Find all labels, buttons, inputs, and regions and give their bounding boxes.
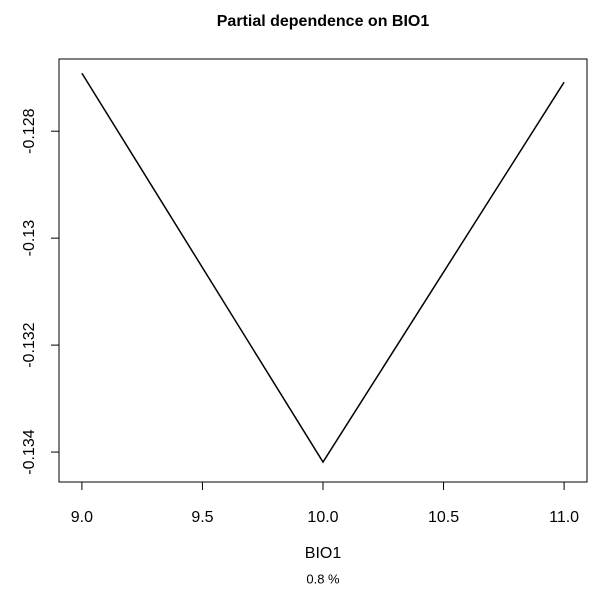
y-tick-label: -0.13	[21, 220, 38, 257]
x-tick-label: 9.0	[71, 509, 93, 526]
x-axis-label: BIO1	[305, 545, 342, 562]
y-tick-label: -0.134	[21, 429, 38, 474]
y-tick-label: -0.128	[21, 108, 38, 153]
line	[81, 72, 565, 464]
chart-title: Partial dependence on BIO1	[217, 13, 430, 30]
plot-frame	[58, 58, 588, 483]
y-tick-label: -0.132	[21, 322, 38, 367]
x-tick-label: 11.0	[549, 509, 579, 526]
x-tick-label: 9.5	[191, 509, 213, 526]
x-tick-label: 10.0	[307, 509, 338, 526]
x-tick-label: 10.5	[428, 509, 459, 526]
subtitle: 0.8 %	[306, 571, 340, 586]
